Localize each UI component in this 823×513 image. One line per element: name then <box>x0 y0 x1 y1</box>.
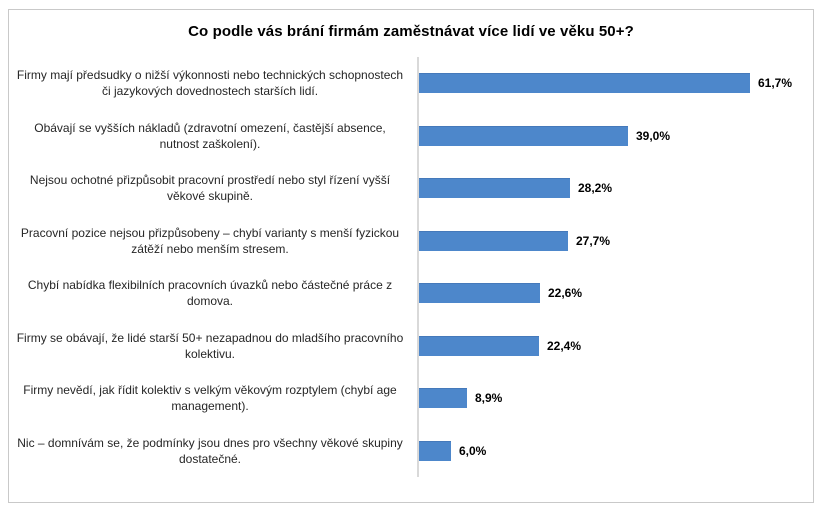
value-label: 6,0% <box>459 443 487 458</box>
bar-track: 6,0% <box>417 424 801 477</box>
bar-track: 27,7% <box>417 214 801 267</box>
value-label: 22,4% <box>547 338 582 353</box>
category-label: Nejsou ochotné přizpůsobit pracovní pros… <box>29 173 391 204</box>
category-label: Firmy mají předsudky o nižší výkonnosti … <box>16 68 404 99</box>
bar <box>419 73 750 94</box>
bar-track: 61,7% <box>417 57 801 110</box>
bar <box>419 283 540 304</box>
bar-row: Pracovní pozice nejsou přizpůsobeny – ch… <box>15 214 801 267</box>
bar-row: Firmy nevědí, jak řídit kolektiv s velký… <box>15 372 801 425</box>
plot-area: Firmy mají předsudky o nižší výkonnosti … <box>15 57 801 477</box>
value-label: 22,6% <box>548 286 583 301</box>
value-label: 27,7% <box>576 233 611 248</box>
category-label: Pracovní pozice nejsou přizpůsobeny – ch… <box>20 225 400 256</box>
bar <box>419 335 539 356</box>
bar-row: Firmy mají předsudky o nižší výkonnosti … <box>15 57 801 110</box>
chart-title: Co podle vás brání firmám zaměstnávat ví… <box>188 23 634 40</box>
category-label: Firmy se obávají, že lidé starší 50+ nez… <box>16 330 404 361</box>
bar-row: Obávají se vyšších nákladů (zdravotní om… <box>15 109 801 162</box>
bar-track: 22,6% <box>417 267 801 320</box>
bar <box>419 388 467 409</box>
bar-row: Nic – domnívám se, že podmínky jsou dnes… <box>15 424 801 477</box>
category-label: Nic – domnívám se, že podmínky jsou dnes… <box>17 435 403 466</box>
bar <box>419 178 570 199</box>
value-label: 8,9% <box>475 391 503 406</box>
bar-row: Nejsou ochotné přizpůsobit pracovní pros… <box>15 162 801 215</box>
value-label: 28,2% <box>578 181 613 196</box>
bar <box>419 440 451 461</box>
bar-row: Chybí nabídka flexibilních pracovních úv… <box>15 267 801 320</box>
category-label: Obávají se vyšších nákladů (zdravotní om… <box>34 120 386 151</box>
category-label: Firmy nevědí, jak řídit kolektiv s velký… <box>23 383 397 414</box>
category-label: Chybí nabídka flexibilních pracovních úv… <box>27 278 393 309</box>
chart-frame: Co podle vás brání firmám zaměstnávat ví… <box>8 9 814 503</box>
bar <box>419 230 568 251</box>
bar-track: 22,4% <box>417 319 801 372</box>
bar <box>419 125 628 146</box>
bar-track: 28,2% <box>417 162 801 215</box>
bar-row: Firmy se obávají, že lidé starší 50+ nez… <box>15 319 801 372</box>
bar-track: 39,0% <box>417 109 801 162</box>
value-label: 39,0% <box>636 128 671 143</box>
value-label: 61,7% <box>758 76 793 91</box>
bar-track: 8,9% <box>417 372 801 425</box>
